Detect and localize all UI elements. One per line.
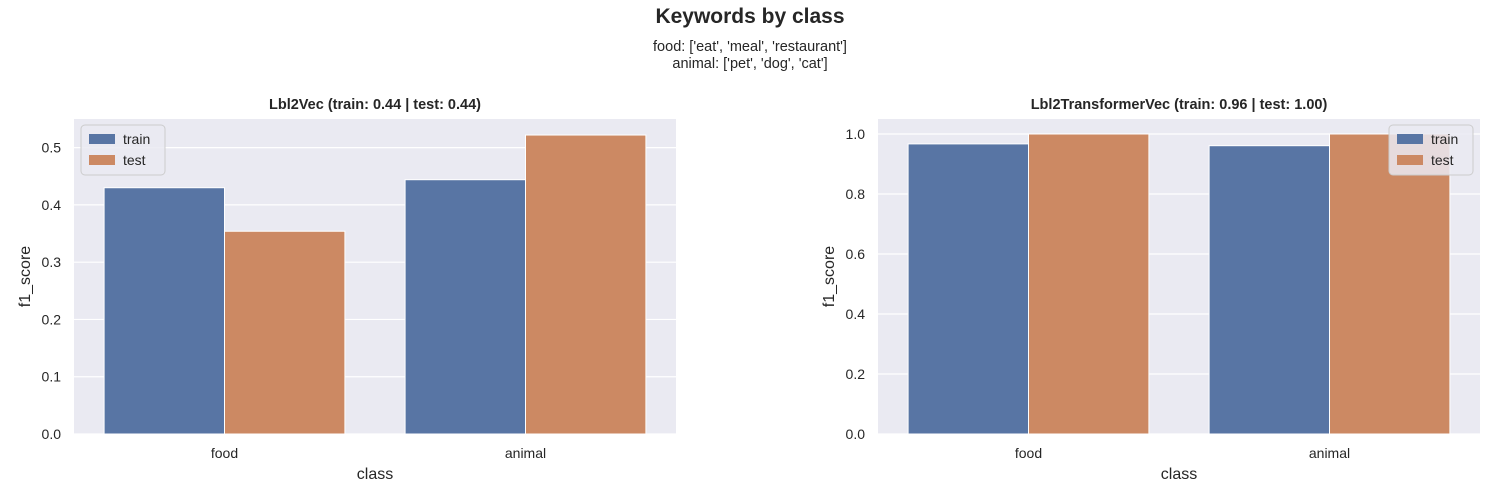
- legend-label-train: train: [123, 131, 150, 147]
- bar-test-food: [1028, 133, 1150, 435]
- legend-label-train: train: [1431, 131, 1458, 147]
- x-tick-label: food: [211, 445, 238, 461]
- x-tick-label: food: [1015, 445, 1042, 461]
- legend-swatch-train: [1397, 134, 1423, 144]
- legend-swatch-train: [89, 134, 115, 144]
- keywords-food-line: food: ['eat', 'meal', 'restaurant']: [653, 39, 847, 55]
- y-tick-label: 0.1: [42, 369, 62, 385]
- legend-swatch-test: [89, 155, 115, 165]
- x-axis-label: class: [1161, 466, 1197, 483]
- y-tick-label: 0.5: [42, 140, 62, 156]
- y-tick-label: 0.2: [846, 366, 866, 382]
- y-axis-label: f1_score: [17, 246, 34, 307]
- legend-label-test: test: [1431, 152, 1454, 168]
- bar-test-animal: [1329, 133, 1451, 435]
- bar-train-food: [907, 143, 1029, 435]
- x-tick-label: animal: [1309, 445, 1350, 461]
- bar-train-animal: [1208, 145, 1330, 435]
- y-tick-label: 0.0: [42, 426, 62, 442]
- y-tick-label: 0.4: [42, 197, 62, 213]
- x-axis-label: class: [357, 466, 393, 483]
- y-tick-label: 0.4: [846, 306, 866, 322]
- bar-test-food: [224, 230, 346, 435]
- y-axis-label: f1_score: [821, 246, 838, 307]
- x-tick-label: animal: [505, 445, 546, 461]
- bar-test-animal: [525, 134, 647, 435]
- chart-title: Lbl2TransformerVec (train: 0.96 | test: …: [1031, 97, 1328, 113]
- bar-train-food: [103, 187, 225, 435]
- figure-title: Keywords by class: [655, 5, 845, 28]
- y-tick-label: 0.0: [846, 426, 866, 442]
- legend-label-test: test: [123, 152, 146, 168]
- y-tick-label: 0.8: [846, 186, 866, 202]
- keywords-animal-line: animal: ['pet', 'dog', 'cat']: [672, 56, 828, 72]
- chart-title: Lbl2Vec (train: 0.44 | test: 0.44): [269, 97, 481, 113]
- y-tick-label: 0.6: [846, 246, 866, 262]
- y-tick-label: 0.3: [42, 254, 62, 270]
- y-tick-label: 1.0: [846, 126, 866, 142]
- y-tick-label: 0.2: [42, 311, 62, 327]
- legend-swatch-test: [1397, 155, 1423, 165]
